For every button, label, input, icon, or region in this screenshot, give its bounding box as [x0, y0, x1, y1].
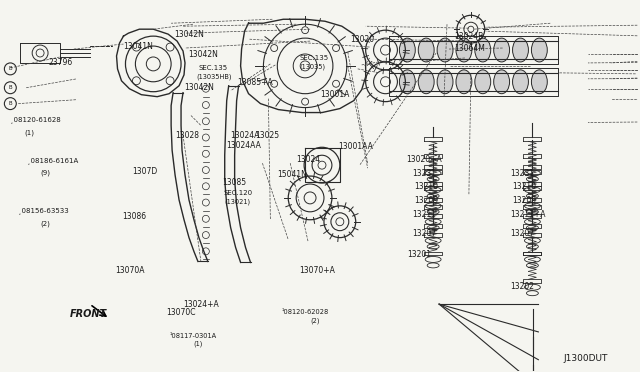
Text: 15041N: 15041N — [277, 170, 307, 179]
Ellipse shape — [531, 38, 547, 62]
Text: 13209: 13209 — [513, 196, 536, 205]
Text: 13085+A: 13085+A — [237, 78, 273, 87]
Text: 13064M: 13064M — [454, 44, 486, 53]
Text: (1): (1) — [24, 129, 35, 136]
Text: 1307D: 1307D — [132, 167, 158, 176]
Text: (13035): (13035) — [300, 64, 326, 70]
Ellipse shape — [456, 38, 472, 62]
Text: B: B — [8, 66, 12, 71]
Text: 13042N: 13042N — [185, 83, 214, 92]
Text: 13211: 13211 — [412, 210, 436, 219]
Text: 13024A: 13024A — [230, 131, 259, 140]
Text: 13025: 13025 — [255, 131, 279, 140]
Text: B: B — [8, 101, 12, 106]
Ellipse shape — [437, 38, 453, 62]
Text: SEC.120: SEC.120 — [223, 190, 253, 196]
Text: ¸08156-63533: ¸08156-63533 — [19, 208, 69, 215]
Text: ¹08120-62028: ¹08120-62028 — [282, 309, 329, 315]
Text: (2): (2) — [40, 221, 51, 227]
Text: (13035HB): (13035HB) — [196, 74, 232, 80]
Ellipse shape — [513, 38, 529, 62]
Text: SEC.135: SEC.135 — [198, 65, 227, 71]
Text: 23796: 23796 — [48, 58, 72, 67]
Text: (1): (1) — [193, 341, 202, 347]
Text: B: B — [8, 85, 12, 90]
Ellipse shape — [419, 38, 434, 62]
Text: 13020: 13020 — [351, 35, 374, 44]
Ellipse shape — [513, 70, 529, 94]
Text: 13210: 13210 — [513, 182, 536, 191]
Ellipse shape — [399, 38, 415, 62]
Text: ¹08117-0301A: ¹08117-0301A — [170, 333, 216, 339]
Text: 13207: 13207 — [511, 230, 534, 238]
Text: 13085: 13085 — [222, 178, 246, 187]
Text: FRONT: FRONT — [70, 309, 107, 319]
Text: 13042N: 13042N — [189, 51, 218, 60]
Text: 13024B: 13024B — [454, 32, 484, 41]
Text: J1300DUT: J1300DUT — [563, 354, 607, 363]
Text: 13028: 13028 — [175, 131, 199, 140]
Text: 13070C: 13070C — [166, 308, 196, 317]
Text: 13201: 13201 — [408, 250, 431, 259]
Ellipse shape — [419, 70, 434, 94]
Ellipse shape — [531, 70, 547, 94]
Ellipse shape — [475, 38, 491, 62]
Text: 13041N: 13041N — [123, 42, 153, 51]
Ellipse shape — [399, 70, 415, 94]
Text: 13207: 13207 — [412, 230, 436, 238]
Ellipse shape — [456, 70, 472, 94]
Ellipse shape — [437, 70, 453, 94]
Text: 13209: 13209 — [414, 196, 438, 205]
Text: 13020+A: 13020+A — [406, 155, 442, 164]
Text: 13211+A: 13211+A — [511, 210, 546, 219]
Text: 13070A: 13070A — [115, 266, 145, 275]
Text: 13231: 13231 — [412, 169, 436, 177]
Text: 13042N: 13042N — [174, 30, 204, 39]
Ellipse shape — [493, 70, 509, 94]
Text: ¸08186-6161A: ¸08186-6161A — [26, 157, 78, 164]
Text: ¸08120-61628: ¸08120-61628 — [10, 116, 61, 123]
Text: 13202: 13202 — [511, 282, 534, 291]
Ellipse shape — [493, 38, 509, 62]
Text: 13231: 13231 — [511, 169, 534, 177]
Text: 13024AA: 13024AA — [226, 141, 261, 150]
Text: 13024: 13024 — [296, 155, 320, 164]
Text: 13001AA: 13001AA — [338, 142, 372, 151]
Text: (13021): (13021) — [225, 198, 251, 205]
Text: (9): (9) — [40, 170, 51, 176]
Text: 13086: 13086 — [122, 212, 146, 221]
Text: 13210: 13210 — [414, 182, 438, 191]
Text: 13024+A: 13024+A — [184, 300, 219, 310]
Text: SEC.135: SEC.135 — [300, 55, 329, 61]
Text: 13001A: 13001A — [320, 90, 349, 99]
Ellipse shape — [475, 70, 491, 94]
Text: (2): (2) — [310, 318, 320, 324]
Text: 13070+A: 13070+A — [300, 266, 335, 275]
